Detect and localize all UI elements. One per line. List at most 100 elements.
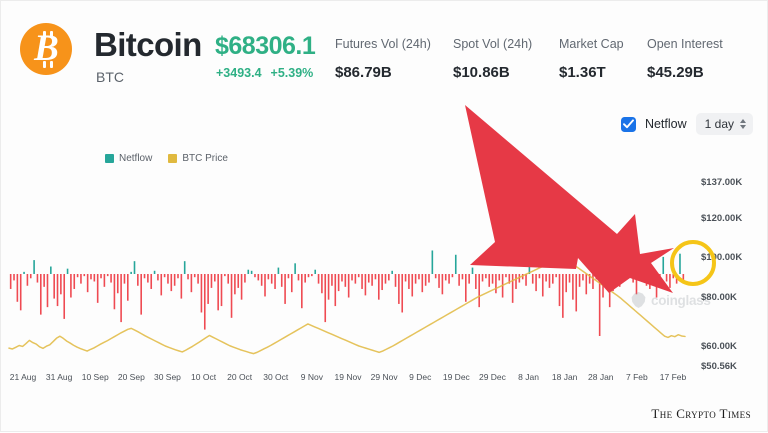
netflow-bar [491, 274, 494, 284]
netflow-bar [173, 274, 176, 286]
netflow-bar [240, 274, 243, 300]
y-axis-tick: $120.00K [701, 213, 743, 224]
coinglass-watermark-text: coinglass [651, 292, 711, 308]
netflow-bar [612, 274, 614, 292]
netflow-bar [217, 274, 219, 311]
netflow-bar [237, 274, 240, 288]
netflow-bar [628, 263, 631, 274]
x-axis-tick: 29 Dec [478, 372, 506, 382]
netflow-bar [100, 274, 102, 279]
x-axis-tick: 10 Sep [81, 372, 109, 382]
netflow-bar [548, 274, 551, 288]
netflow-bar [555, 274, 557, 278]
netflow-bar [679, 253, 681, 274]
x-axis-tick: 19 Dec [442, 372, 470, 382]
netflow-bar [137, 274, 139, 286]
netflow-bar [337, 274, 340, 292]
bitcoin-icon: B [20, 23, 72, 75]
netflow-bar [257, 274, 260, 281]
netflow-bar [106, 274, 109, 277]
netflow-bar [19, 274, 22, 311]
netflow-bar [297, 274, 300, 281]
x-axis-tick: 18 Jan [551, 372, 578, 382]
netflow-bar [344, 274, 347, 287]
netflow-bar [592, 274, 594, 289]
x-axis-tick: 9 Nov [300, 372, 323, 382]
netflow-bar [364, 274, 367, 296]
legend-item-btc-price[interactable]: BTC Price [168, 153, 228, 164]
netflow-bar [347, 274, 350, 298]
netflow-bar [568, 274, 571, 283]
x-axis-tick: 21 Aug [9, 372, 37, 382]
netflow-bar [535, 274, 537, 292]
netflow-bar [324, 274, 327, 323]
netflow-bar [50, 266, 52, 274]
netflow-bar [649, 274, 651, 289]
netflow-bar [187, 274, 189, 280]
price-change-percent: +5.39% [270, 66, 314, 80]
period-select[interactable]: 1 day [695, 113, 753, 135]
legend-label: Netflow [119, 153, 153, 164]
stat-value: $1.36T [559, 64, 606, 81]
netflow-bar [444, 274, 447, 281]
netflow-bar [301, 274, 303, 309]
netflow-bar [116, 274, 119, 294]
netflow-bar [381, 274, 383, 291]
x-axis-tick: 20 Oct [227, 372, 253, 382]
netflow-bar [525, 274, 527, 286]
netflow-bar [498, 274, 501, 281]
y-axis-tick: $137.00K [701, 177, 743, 188]
netflow-bar [197, 274, 199, 284]
x-axis-tick: 10 Oct [191, 372, 217, 382]
netflow-bar [113, 274, 116, 310]
legend-item-netflow[interactable]: Netflow [105, 153, 152, 164]
x-axis-tick: 28 Jan [588, 372, 614, 382]
netflow-checkbox-label[interactable]: Netflow [644, 117, 687, 131]
netflow-bar [274, 274, 276, 289]
netflow-bar [39, 274, 42, 315]
netflow-bar [9, 274, 12, 289]
netflow-bar [652, 274, 655, 284]
netflow-bar [401, 274, 404, 313]
netflow-bar [90, 274, 92, 280]
netflow-bar [357, 274, 360, 278]
period-select-value: 1 day [704, 117, 734, 131]
coin-ticker: BTC [96, 69, 124, 85]
netflow-bar [354, 274, 357, 284]
check-icon [623, 119, 634, 129]
netflow-bar [424, 274, 427, 286]
netflow-bar [488, 274, 491, 287]
stat-value: $45.29B [647, 64, 704, 81]
netflow-bar [642, 274, 644, 278]
current-price: $68306.1 [215, 32, 316, 60]
netflow-price-chart[interactable]: $137.00K $120.00K $100.00K $80.00K $60.00K $5… [1, 171, 768, 376]
netflow-bar [307, 274, 310, 278]
chevron-updown-icon [740, 119, 746, 129]
netflow-bar [150, 274, 153, 289]
netflow-bar [659, 274, 661, 280]
netflow-bar [428, 274, 430, 283]
netflow-bar [43, 274, 45, 287]
chart-plot-area [1, 171, 693, 366]
netflow-bar [234, 274, 236, 295]
stat-spot-volume: Spot Vol (24h) $10.86B [453, 37, 532, 81]
netflow-bar [421, 274, 424, 293]
netflow-bar [170, 274, 173, 292]
netflow-bar [461, 274, 464, 280]
chart-legend: Netflow BTC Price [105, 153, 228, 164]
netflow-bar [26, 274, 29, 286]
netflow-bar [127, 274, 129, 301]
netflow-bar [321, 274, 323, 294]
stat-label: Spot Vol (24h) [453, 37, 533, 51]
netflow-bar [227, 274, 229, 284]
netflow-bar [471, 267, 474, 274]
netflow-bar [572, 274, 574, 300]
netflow-bar [582, 274, 584, 281]
netflow-checkbox[interactable] [620, 116, 636, 132]
netflow-bar [143, 274, 146, 279]
netflow-bar [414, 274, 417, 284]
netflow-bar [565, 274, 567, 293]
netflow-bar [66, 268, 69, 274]
netflow-bar [505, 274, 507, 278]
x-axis-tick: 20 Sep [117, 372, 145, 382]
